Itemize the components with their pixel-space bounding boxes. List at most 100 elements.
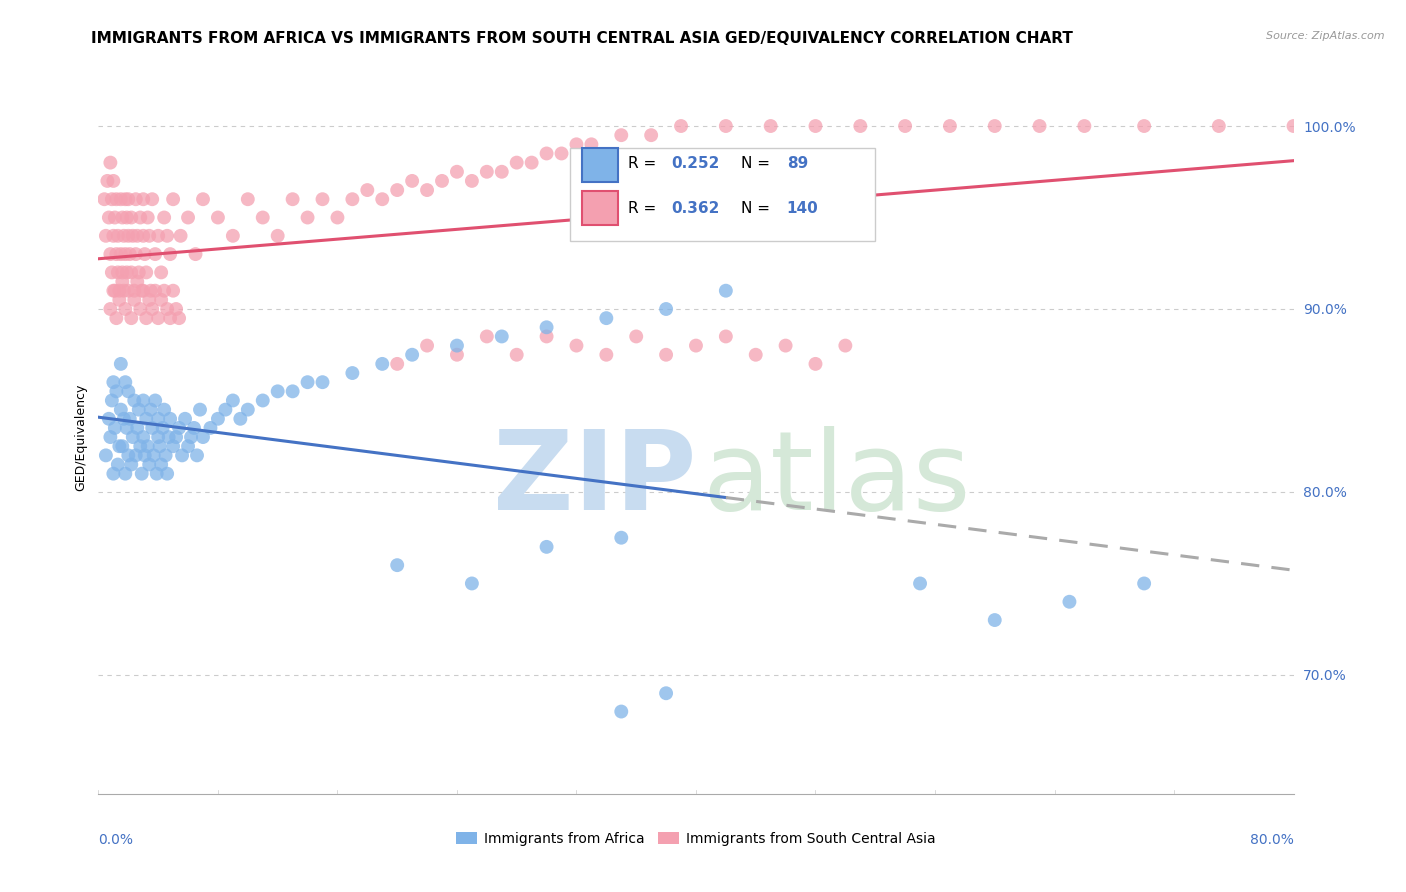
Point	[111, 265, 134, 279]
Point	[120, 265, 142, 279]
Point	[506, 348, 529, 362]
Point	[180, 430, 202, 444]
Point	[191, 430, 214, 444]
Point	[595, 348, 617, 362]
Point	[475, 165, 498, 179]
Point	[153, 211, 176, 225]
Point	[267, 384, 290, 399]
Point	[98, 430, 122, 444]
Point	[125, 449, 148, 463]
Point	[142, 449, 165, 463]
Text: 80.0%: 80.0%	[1250, 833, 1294, 847]
Point	[94, 228, 117, 243]
Point	[125, 247, 148, 261]
Point	[111, 211, 134, 225]
Point	[93, 192, 115, 206]
Point	[117, 449, 139, 463]
Point	[97, 411, 120, 425]
Point	[461, 576, 484, 591]
Point	[134, 449, 156, 463]
Point	[714, 284, 737, 298]
Point	[141, 192, 163, 206]
Point	[125, 192, 148, 206]
Point	[356, 183, 378, 197]
Point	[131, 284, 153, 298]
Point	[804, 357, 827, 371]
Point	[165, 301, 187, 316]
Point	[565, 338, 588, 352]
Point	[103, 174, 125, 188]
Point	[135, 265, 157, 279]
Point	[127, 421, 149, 435]
Point	[207, 211, 229, 225]
Point	[207, 411, 229, 425]
Point	[103, 375, 125, 389]
Text: 0.0%: 0.0%	[98, 833, 134, 847]
Point	[132, 228, 155, 243]
Point	[108, 284, 131, 298]
Point	[186, 449, 208, 463]
Point	[129, 211, 152, 225]
FancyBboxPatch shape	[582, 191, 619, 225]
Point	[236, 192, 259, 206]
Point	[138, 228, 160, 243]
Point	[475, 329, 498, 343]
Point	[150, 293, 173, 307]
Point	[101, 192, 124, 206]
Text: N =: N =	[741, 201, 775, 216]
Point	[834, 338, 856, 352]
Point	[159, 247, 181, 261]
Point	[110, 247, 132, 261]
Point	[150, 265, 173, 279]
Point	[371, 357, 394, 371]
Point	[136, 211, 159, 225]
Legend: Immigrants from Africa, Immigrants from South Central Asia: Immigrants from Africa, Immigrants from …	[450, 826, 942, 851]
Point	[162, 284, 184, 298]
Text: R =: R =	[628, 201, 661, 216]
Point	[506, 155, 529, 169]
Point	[536, 320, 558, 334]
Point	[626, 329, 648, 343]
Point	[143, 247, 166, 261]
Text: Source: ZipAtlas.com: Source: ZipAtlas.com	[1267, 31, 1385, 41]
Point	[135, 311, 157, 326]
Point	[132, 430, 155, 444]
Text: 0.252: 0.252	[671, 156, 720, 171]
Point	[1073, 119, 1095, 133]
Point	[326, 211, 349, 225]
Point	[108, 439, 131, 453]
Text: 89: 89	[787, 156, 808, 171]
Point	[745, 348, 768, 362]
Point	[131, 467, 153, 481]
Point	[416, 183, 439, 197]
Point	[96, 174, 118, 188]
Point	[114, 247, 136, 261]
Point	[120, 458, 142, 472]
Point	[714, 329, 737, 343]
Point	[174, 411, 197, 425]
Point	[97, 211, 120, 225]
Point	[385, 558, 409, 573]
Point	[939, 119, 962, 133]
Text: atlas: atlas	[702, 426, 970, 533]
Point	[1133, 119, 1156, 133]
Point	[156, 301, 179, 316]
Point	[159, 411, 181, 425]
Point	[894, 119, 917, 133]
Point	[1028, 119, 1050, 133]
Point	[610, 705, 633, 719]
Point	[984, 119, 1007, 133]
Point	[129, 301, 152, 316]
Point	[148, 311, 170, 326]
Point	[267, 228, 290, 243]
Point	[120, 311, 142, 326]
Point	[115, 211, 138, 225]
Point	[132, 192, 155, 206]
Point	[111, 439, 134, 453]
Point	[148, 430, 170, 444]
Point	[214, 402, 236, 417]
Point	[610, 531, 633, 545]
Point	[101, 393, 124, 408]
Point	[252, 393, 274, 408]
Point	[143, 284, 166, 298]
